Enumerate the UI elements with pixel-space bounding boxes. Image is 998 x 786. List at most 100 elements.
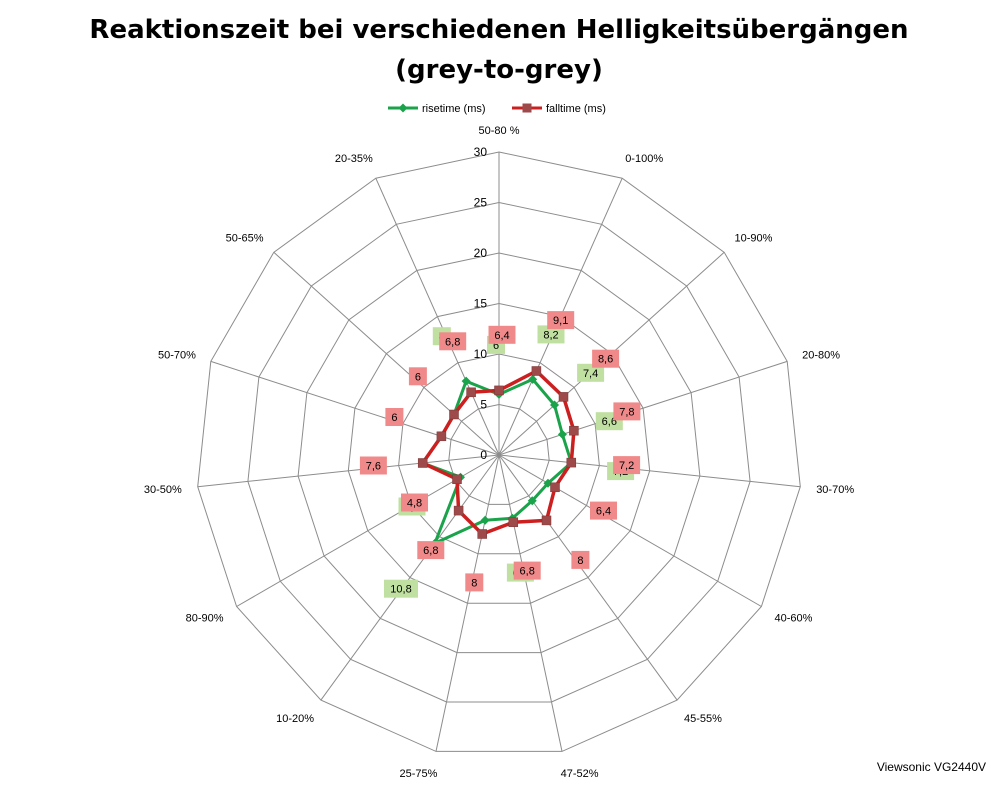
data-point	[557, 429, 567, 439]
legend-marker	[398, 103, 408, 113]
data-point	[543, 478, 553, 488]
grid-ring	[297, 252, 701, 654]
data-point	[558, 392, 569, 402]
data-label-box	[401, 493, 428, 512]
axis-label: 30-70%	[816, 484, 854, 496]
radial-tick-label: 25	[474, 196, 488, 210]
axis-label: 20-35%	[335, 153, 373, 165]
data-label-box	[408, 367, 427, 386]
data-label-box	[359, 456, 387, 475]
data-label-box	[384, 579, 418, 598]
data-label-box	[537, 325, 565, 344]
data-point	[550, 400, 560, 410]
data-point	[461, 376, 471, 386]
data-label: 6	[391, 412, 397, 424]
data-label-box	[465, 573, 484, 592]
data-label: 8	[577, 555, 583, 567]
axis-spoke	[498, 454, 762, 607]
data-label: 6	[493, 340, 499, 352]
data-label-box	[513, 561, 541, 580]
data-point	[417, 458, 428, 468]
data-label: 7,8	[619, 406, 634, 418]
data-point	[566, 457, 577, 468]
data-label: 6,8	[423, 545, 438, 557]
data-label-box	[577, 363, 605, 382]
axis-spoke	[498, 360, 788, 456]
data-point	[569, 425, 579, 436]
axis-spoke	[498, 454, 678, 701]
data-labels: 68,27,46,67,26,410,84,486,49,18,67,87,26…	[359, 311, 641, 598]
series	[417, 366, 579, 548]
data-point	[453, 505, 464, 516]
data-label: 8	[471, 577, 477, 589]
axis-label: 30-50%	[144, 484, 182, 496]
radial-tick-label: 30	[474, 145, 488, 159]
data-label-box	[385, 408, 404, 426]
data-point	[528, 374, 538, 384]
data-label-box	[592, 349, 620, 368]
legend-label: risetime (ms)	[422, 103, 486, 115]
axis-label: 20-80%	[802, 350, 840, 362]
data-label-box	[439, 332, 467, 351]
grid-ring	[247, 201, 751, 703]
chart-title-line1: Reaktionszeit bei verschiedenen Helligke…	[89, 15, 909, 45]
footer-caption: Viewsonic VG2440V	[876, 760, 986, 774]
radial-tick-label: 15	[474, 297, 488, 311]
legend-marker	[522, 103, 532, 113]
data-point	[508, 517, 519, 527]
grid-ring	[398, 353, 600, 555]
axis-spoke	[197, 454, 500, 488]
data-label: 6	[415, 371, 421, 383]
axis-label: 50-80 %	[479, 125, 520, 137]
data-point	[480, 515, 490, 525]
data-label-box	[488, 325, 516, 344]
data-label-box	[590, 501, 617, 520]
data-label: 6,4	[596, 506, 611, 518]
chart-title-line2: (grey-to-grey)	[395, 55, 603, 85]
legend: risetime (ms) falltime (ms)	[388, 103, 606, 115]
axis-label: 40-60%	[775, 613, 813, 625]
axis-label: 50-70%	[158, 350, 196, 362]
data-label: 7,4	[583, 368, 598, 380]
radial-tick-label: 20	[474, 246, 488, 260]
axis-labels: 50-80 % 0-100% 10-90% 20-80% 30-70% 40-60% 45-…	[144, 125, 854, 780]
radial-ticks: 0 5 10 15 20 25 30	[474, 145, 488, 462]
axis-label: 50-65%	[226, 233, 264, 245]
axis-label: 47-52%	[561, 768, 599, 780]
data-label-box	[571, 550, 590, 569]
data-label-box	[613, 402, 641, 421]
data-label: 6,8	[520, 566, 535, 578]
data-point	[466, 387, 476, 398]
grid-ring	[197, 151, 801, 752]
axis-spoke	[498, 454, 801, 488]
axis-spoke	[375, 177, 500, 456]
chart-title: Reaktionszeit bei verschiedenen Helligke…	[0, 10, 998, 90]
data-point	[550, 482, 560, 493]
grid-ring	[448, 403, 550, 505]
data-label: 7,2	[619, 460, 634, 472]
axis-label: 80-90%	[186, 613, 224, 625]
data-label: 8,6	[598, 354, 613, 366]
data-label: 6,6	[602, 416, 617, 428]
data-label: 10,8	[390, 584, 411, 596]
data-point	[477, 529, 487, 539]
data-label: 7,6	[366, 461, 381, 473]
grid-ring	[347, 302, 651, 604]
series-line	[420, 369, 576, 536]
axis-spoke	[273, 251, 500, 456]
legend-label: falltime (ms)	[546, 103, 606, 115]
axis-label: 0-100%	[625, 153, 663, 165]
data-point	[541, 515, 552, 526]
data-point	[452, 474, 462, 484]
axis-spoke	[498, 454, 563, 752]
data-label-box	[417, 541, 445, 560]
data-label: 4,8	[407, 498, 422, 510]
radial-tick-label: 10	[474, 347, 488, 361]
axis-spoke	[210, 360, 500, 456]
axis-label: 45-55%	[684, 713, 722, 725]
data-label-box	[547, 311, 575, 330]
data-label: 6,4	[494, 330, 509, 342]
data-label-box	[613, 456, 641, 475]
data-point	[449, 409, 459, 420]
